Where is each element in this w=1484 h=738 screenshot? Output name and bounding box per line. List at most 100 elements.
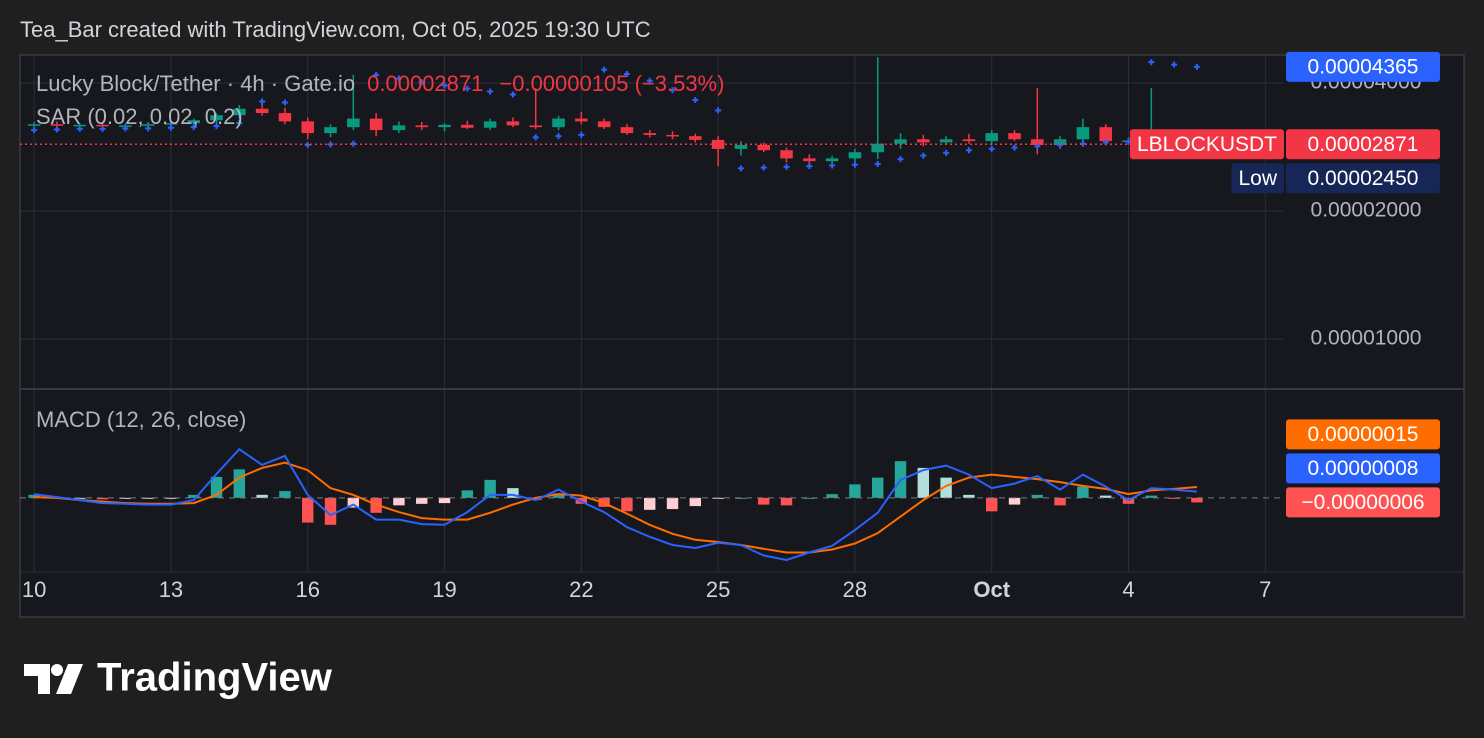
histogram-bar: [256, 494, 268, 498]
candle-body: [27, 124, 41, 126]
header-text: Tea_Bar created with TradingView.com, Oc…: [20, 17, 651, 42]
histogram-bar: [279, 491, 291, 498]
price-label: 0.00000015: [1308, 423, 1419, 446]
candle-body: [666, 134, 679, 137]
x-tick-label: 10: [22, 577, 46, 602]
candle-body: [643, 133, 656, 135]
price-label: 0.00004365: [1308, 55, 1419, 78]
sar-point: [395, 75, 402, 82]
sar-point: [601, 66, 608, 73]
sar-point: [53, 126, 60, 133]
macd-pane: [20, 447, 1284, 562]
candle-body: [1099, 127, 1112, 142]
histogram-bar: [142, 497, 154, 499]
candle-body: [506, 121, 520, 126]
sar-point: [1148, 59, 1155, 66]
candle-body: [803, 158, 816, 162]
candle-body: [210, 115, 223, 121]
x-tick-label: 22: [569, 577, 593, 602]
candle-body: [438, 124, 451, 128]
histogram-bar: [826, 494, 838, 498]
macd-legend: MACD (12, 26, close): [36, 407, 246, 432]
histogram-bar: [484, 479, 496, 498]
histogram-bar: [438, 497, 451, 504]
sar-point: [236, 120, 243, 127]
candle-body: [415, 125, 428, 128]
histogram-bar: [1008, 497, 1021, 505]
sar-point: [555, 133, 562, 140]
candle-body: [917, 139, 930, 143]
price-pane: [20, 57, 1284, 172]
x-tick-label: Oct: [973, 577, 1010, 602]
candle-body: [73, 124, 87, 127]
sar-point: [897, 156, 904, 163]
histogram-bar: [872, 477, 884, 498]
histogram-bar: [849, 484, 861, 498]
histogram-bar: [917, 467, 930, 498]
sar-point: [99, 125, 106, 132]
histogram-bar: [1145, 495, 1158, 498]
candle-body: [871, 143, 884, 153]
sar-point: [988, 145, 995, 152]
candle-body: [552, 118, 565, 128]
sar-point: [213, 122, 220, 129]
histogram-bar: [1077, 486, 1089, 498]
symbol-label: LBLOCKUSDT: [1137, 133, 1277, 156]
histogram-bar: [165, 497, 177, 499]
price-label-box: [1286, 51, 1440, 82]
candle-body: [324, 127, 337, 134]
candle-body: [780, 150, 793, 159]
candle-body: [301, 121, 314, 134]
candle-body: [985, 133, 998, 142]
histogram-bar: [119, 497, 132, 499]
histogram-bar: [393, 497, 405, 506]
symbol-label-box: [1129, 129, 1284, 160]
sar-point: [281, 99, 288, 106]
candle-body: [1076, 127, 1090, 140]
price-label-box: [1286, 453, 1440, 484]
sar-legend: SAR (0.02, 0.02, 0.2): [36, 104, 243, 129]
histogram-bar: [666, 497, 679, 510]
sar-point: [464, 85, 471, 92]
sar-point: [737, 165, 744, 172]
histogram-bar: [1191, 497, 1203, 503]
sar-point: [965, 147, 972, 154]
candle-body: [1008, 133, 1021, 140]
candle-body: [369, 118, 383, 131]
sar-point: [1011, 144, 1018, 151]
sar-point: [1171, 61, 1178, 68]
histogram-bar: [758, 497, 770, 505]
brand-name: TradingView: [97, 656, 333, 700]
sar-point: [373, 71, 380, 78]
sar-point: [76, 125, 83, 132]
brand-logo: [24, 664, 83, 694]
logo-dot: [51, 664, 63, 676]
histogram-bar: [552, 493, 565, 498]
logo-mark: [24, 664, 50, 694]
x-tick-label: 25: [706, 577, 730, 602]
sar-point: [715, 107, 722, 114]
sar-point: [806, 163, 813, 170]
sar-point: [851, 161, 858, 168]
sar-point: [920, 152, 927, 159]
candle-body: [734, 144, 748, 149]
sar-point: [669, 87, 676, 94]
sar-point: [167, 124, 174, 131]
candle-body: [141, 124, 155, 126]
legend-change: −0.00000105 (−3.53%): [499, 71, 724, 96]
price-label: 0.00002871: [1308, 133, 1419, 156]
candle-body: [278, 113, 292, 122]
sar-point: [692, 96, 699, 103]
histogram-bar: [416, 497, 428, 504]
histogram-bar: [621, 497, 633, 512]
logo-slash: [56, 664, 83, 694]
x-tick-label: 13: [159, 577, 183, 602]
symbol-title: Lucky Block/Tether · 4h · Gate.io: [36, 71, 355, 96]
candle-body: [711, 139, 725, 149]
histogram-bar: [963, 494, 975, 498]
x-tick-label: 4: [1122, 577, 1134, 602]
candle-body: [620, 127, 634, 134]
sar-point: [943, 149, 950, 156]
candle-body: [825, 158, 839, 162]
